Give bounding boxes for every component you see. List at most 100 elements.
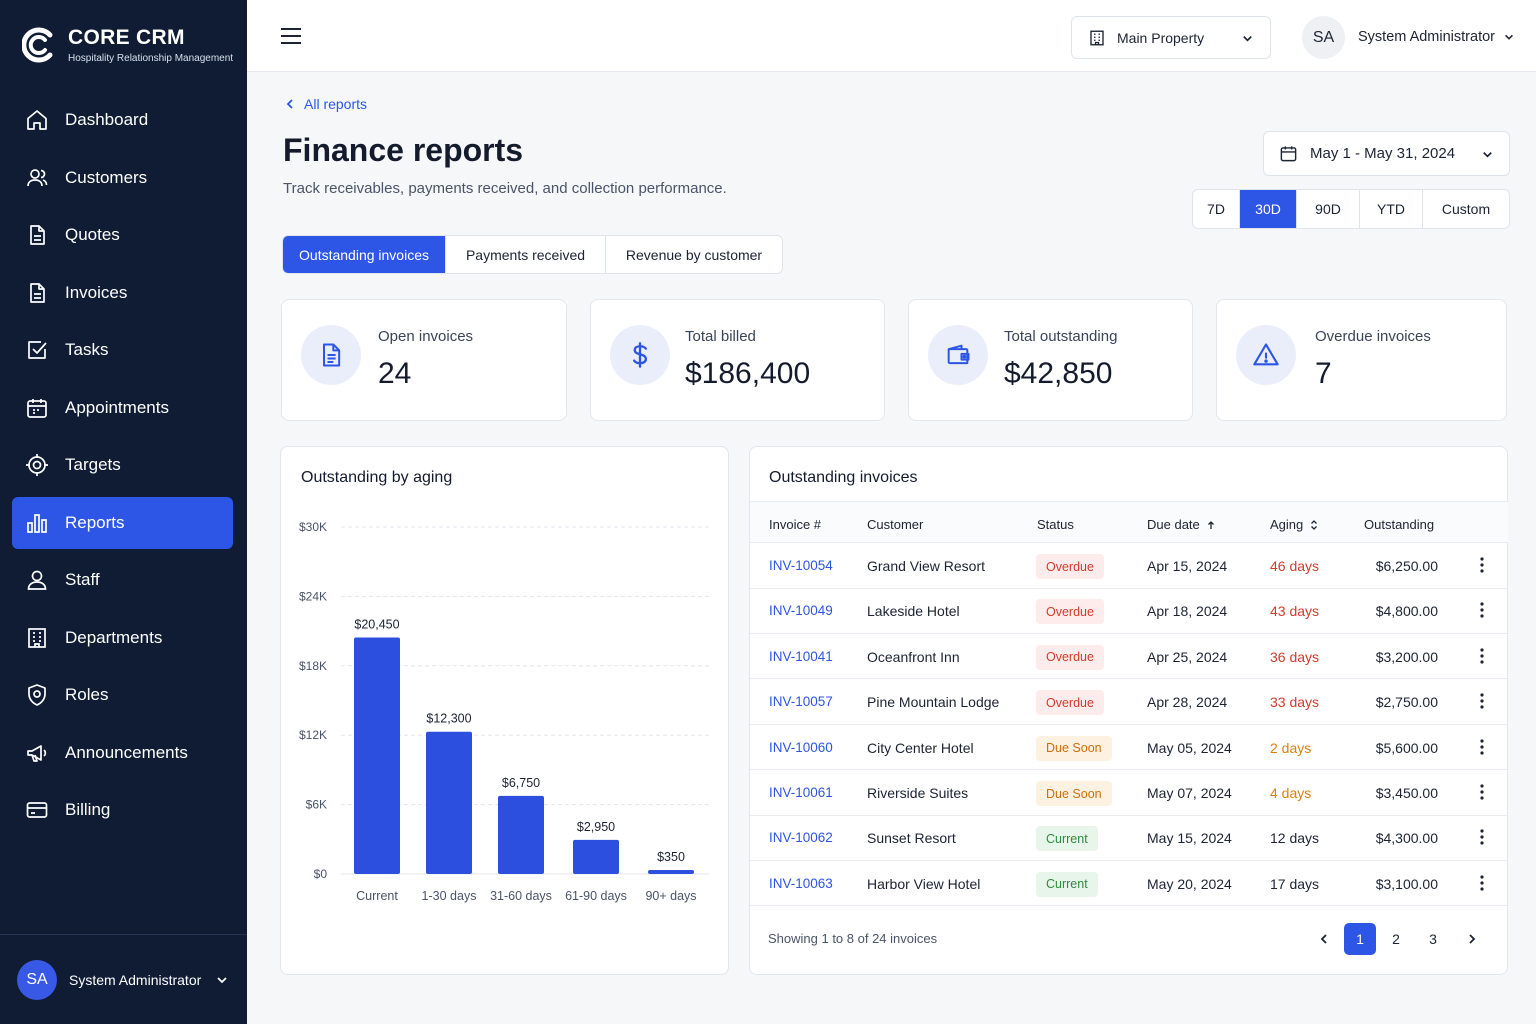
table-row[interactable]: INV-10063 Harbor View Hotel Current May 20,…	[750, 861, 1508, 907]
megaphone-icon	[27, 744, 47, 762]
users-icon	[27, 168, 48, 186]
more-options-icon[interactable]	[1480, 648, 1484, 664]
more-options-icon[interactable]	[1480, 693, 1484, 709]
sidebar-item-announcements[interactable]: Announcements	[12, 727, 233, 779]
sidebar-item-invoices[interactable]: Invoices	[12, 267, 233, 319]
sidebar-item-targets[interactable]: Targets	[12, 439, 233, 491]
bar	[648, 869, 694, 874]
sidebar-item-tasks[interactable]: Tasks	[12, 324, 233, 376]
sidebar-item-reports[interactable]: Reports	[12, 496, 233, 549]
aging-days: 17 days	[1270, 875, 1320, 892]
user-icon	[27, 570, 47, 590]
outstanding-amount: $3,100.00	[1375, 875, 1438, 892]
next-page-button[interactable]	[1456, 923, 1488, 955]
col-aging[interactable]: Aging	[1270, 517, 1319, 532]
kpi-value: $42,850	[1004, 357, 1113, 390]
more-options-icon[interactable]	[1480, 738, 1484, 755]
range-7d[interactable]: 7D	[1193, 190, 1240, 228]
target-icon	[26, 454, 48, 476]
tab-payments-received[interactable]: Payments received	[446, 236, 606, 273]
prev-page-button[interactable]	[1308, 923, 1340, 955]
menu-icon[interactable]	[280, 26, 302, 46]
range-custom[interactable]: Custom	[1441, 201, 1491, 217]
bar	[354, 637, 400, 874]
document-icon	[30, 282, 45, 303]
date-range-picker[interactable]: May 1 - May 31, 2024	[1263, 131, 1510, 176]
bar-value-label: $6,750	[502, 776, 540, 790]
more-options-icon[interactable]	[1480, 829, 1484, 845]
user-name[interactable]: System Administrator	[1358, 29, 1495, 45]
more-options-icon[interactable]	[1480, 784, 1484, 800]
col-outstanding[interactable]: Outstanding	[1364, 517, 1435, 532]
outstanding-amount: $3,200.00	[1375, 648, 1438, 665]
table-row[interactable]: INV-10049 Lakeside Hotel Overdue Apr 18, 20…	[750, 588, 1508, 634]
tab-outstanding-invoices[interactable]: Outstanding invoices	[283, 236, 446, 273]
table-row[interactable]: INV-10054 Grand View Resort Overdue Apr 15,…	[750, 543, 1508, 589]
more-options-icon[interactable]	[1480, 602, 1484, 618]
sidebar-item-label: Departments	[65, 627, 163, 647]
invoice-link[interactable]: INV-10057	[769, 694, 833, 710]
sidebar-item-appointments[interactable]: Appointments	[12, 382, 233, 434]
invoice-link[interactable]: INV-10049	[769, 603, 833, 619]
table-row[interactable]: INV-10061 Riverside Suites Due Soon May 07,…	[750, 770, 1508, 816]
y-tick-label: $0	[314, 867, 328, 881]
range-30d[interactable]: 30D	[1240, 190, 1297, 228]
kpi-icon-wrap	[301, 325, 361, 385]
property-selector[interactable]: Main Property	[1071, 16, 1271, 59]
page-button-3[interactable]: 3	[1429, 931, 1437, 947]
sidebar-item-staff[interactable]: Staff	[12, 554, 233, 606]
status-badge: Due Soon	[1036, 735, 1112, 761]
sidebar-item-roles[interactable]: Roles	[12, 669, 233, 721]
sidebar-item-quotes[interactable]: Quotes	[12, 209, 233, 261]
range-90d[interactable]: 90D	[1297, 190, 1360, 228]
invoice-link[interactable]: INV-10041	[769, 648, 833, 664]
chevron-down-icon[interactable]	[1503, 31, 1515, 43]
aging-days: 12 days	[1270, 830, 1320, 847]
shield-icon	[28, 684, 46, 706]
col-due-date[interactable]: Due date	[1147, 517, 1216, 532]
table-row[interactable]: INV-10060 City Center Hotel Due Soon May 05…	[750, 725, 1508, 771]
bar-value-label: $2,950	[577, 820, 615, 834]
building-icon	[28, 627, 46, 648]
kpi-value: 24	[378, 357, 412, 390]
sidebar-item-customers[interactable]: Customers	[12, 152, 233, 204]
sidebar-user-menu[interactable]: SA System Administrator	[0, 934, 247, 1024]
invoice-link[interactable]: INV-10060	[769, 739, 833, 755]
page-button-1[interactable]: 1	[1344, 923, 1376, 955]
sidebar-item-label: Appointments	[65, 397, 169, 417]
invoice-link[interactable]: INV-10063	[769, 875, 833, 891]
sidebar-item-billing[interactable]: Billing	[12, 784, 233, 836]
brand-logo[interactable]: CORE CRM Hospitality Relationship Manage…	[22, 26, 233, 64]
kpi-card-overdue-invoices: Overdue invoices 7	[1216, 299, 1507, 421]
col-invoice[interactable]: Invoice #	[769, 517, 822, 532]
chevron-down-icon	[1483, 152, 1492, 158]
avatar[interactable]: SA	[1302, 16, 1345, 59]
tab-revenue-by-customer[interactable]: Revenue by customer	[625, 246, 763, 263]
customer-name: Harbor View Hotel	[867, 875, 981, 892]
due-date: May 20, 2024	[1147, 875, 1232, 892]
sidebar-item-dashboard[interactable]: Dashboard	[12, 94, 233, 146]
col-status[interactable]: Status	[1037, 517, 1074, 532]
sidebar-user-name: System Administrator	[69, 971, 202, 988]
more-options-icon[interactable]	[1480, 875, 1484, 891]
table-row[interactable]: INV-10062 Sunset Resort Current May 15, 202…	[750, 815, 1508, 861]
table-row[interactable]: INV-10041 Oceanfront Inn Overdue Apr 25, 20…	[750, 634, 1508, 680]
sidebar-item-label: Dashboard	[65, 110, 149, 129]
kpi-card-total-billed: Total billed $186,400	[590, 299, 885, 421]
table-row[interactable]: INV-10057 Pine Mountain Lodge Overdue Apr 2…	[750, 679, 1508, 725]
invoice-link[interactable]: INV-10062	[769, 830, 833, 846]
col-customer[interactable]: Customer	[867, 517, 924, 532]
customer-name: Lakeside Hotel	[867, 603, 960, 620]
back-link[interactable]: All reports	[284, 96, 367, 112]
invoice-link[interactable]: INV-10061	[769, 785, 833, 800]
page-button-2[interactable]: 2	[1392, 931, 1400, 947]
sort-icon	[1207, 520, 1214, 529]
due-date: Apr 25, 2024	[1147, 648, 1228, 665]
invoice-link[interactable]: INV-10054	[769, 558, 833, 573]
sidebar-item-departments[interactable]: Departments	[12, 612, 233, 664]
outstanding-amount: $2,750.00	[1375, 694, 1438, 711]
due-date: Apr 28, 2024	[1147, 694, 1228, 711]
due-date: May 07, 2024	[1147, 785, 1232, 801]
range-ytd[interactable]: YTD	[1360, 190, 1423, 228]
more-options-icon[interactable]	[1480, 557, 1484, 573]
